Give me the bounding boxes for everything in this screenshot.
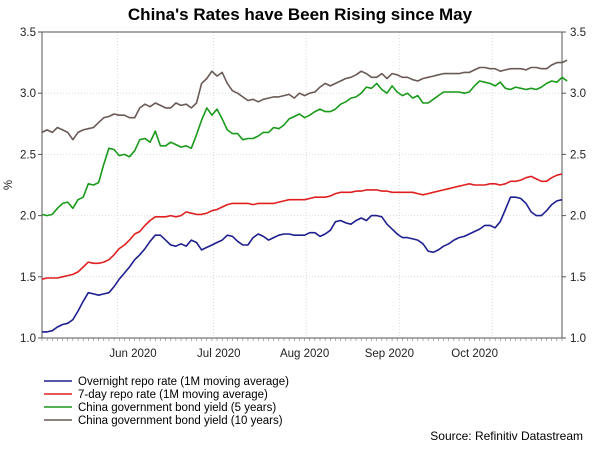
legend-entry: China government bond yield (10 years) (78, 415, 283, 427)
series-line-2 (41, 173, 563, 280)
source-note: Source: Refinitiv Datastream (430, 429, 583, 443)
legend-entry: Overnight repo rate (1M moving average) (78, 376, 289, 388)
y-tick-label-left: 1.5 (20, 272, 36, 284)
y-axis-left: 1.0 1.5 2.0 2.5 3.0 3.5 (20, 27, 42, 345)
x-axis: Jun 2020 Jul 2020 Aug 2020 Sep 2020 Oct 2020 (41, 338, 563, 360)
y-tick-label-right: 2.0 (570, 211, 586, 223)
grid-lines (42, 32, 562, 338)
chart-title: China's Rates have Been Rising since May (128, 5, 473, 24)
y-tick-label-left: 2.5 (20, 149, 36, 161)
x-tick-label: Jul 2020 (197, 348, 240, 360)
y-tick-label-left: 3.5 (20, 27, 36, 39)
y-tick-label-left: 1.0 (20, 333, 36, 345)
y-tick-label-right: 1.5 (570, 272, 586, 284)
y-tick-label-right: 3.0 (570, 88, 586, 100)
y-tick-label-right: 1.0 (570, 333, 586, 345)
series-lines (41, 59, 568, 333)
y-axis-right: 1.0 1.5 2.0 2.5 3.0 3.5 (562, 27, 586, 345)
x-tick-label: Sep 2020 (365, 348, 414, 360)
y-tick-label-left: 3.0 (20, 88, 36, 100)
y-axis-label: % (3, 180, 15, 190)
y-tick-label-right: 2.5 (570, 149, 586, 161)
y-tick-label-right: 3.5 (570, 27, 586, 39)
series-line-4 (41, 59, 568, 141)
x-tick-label: Aug 2020 (280, 348, 329, 360)
legend-entry: 7-day repo rate (1M moving average) (78, 389, 268, 401)
x-tick-label: Oct 2020 (451, 348, 498, 360)
legend: Overnight repo rate (1M moving average)7… (44, 376, 289, 427)
plot-area-border (41, 31, 563, 339)
x-tick-label: Jun 2020 (109, 348, 156, 360)
series-line-1 (42, 196, 563, 333)
y-tick-label-left: 2.0 (20, 211, 36, 223)
legend-entry: China government bond yield (5 years) (78, 402, 276, 414)
series-line-3 (41, 76, 568, 217)
